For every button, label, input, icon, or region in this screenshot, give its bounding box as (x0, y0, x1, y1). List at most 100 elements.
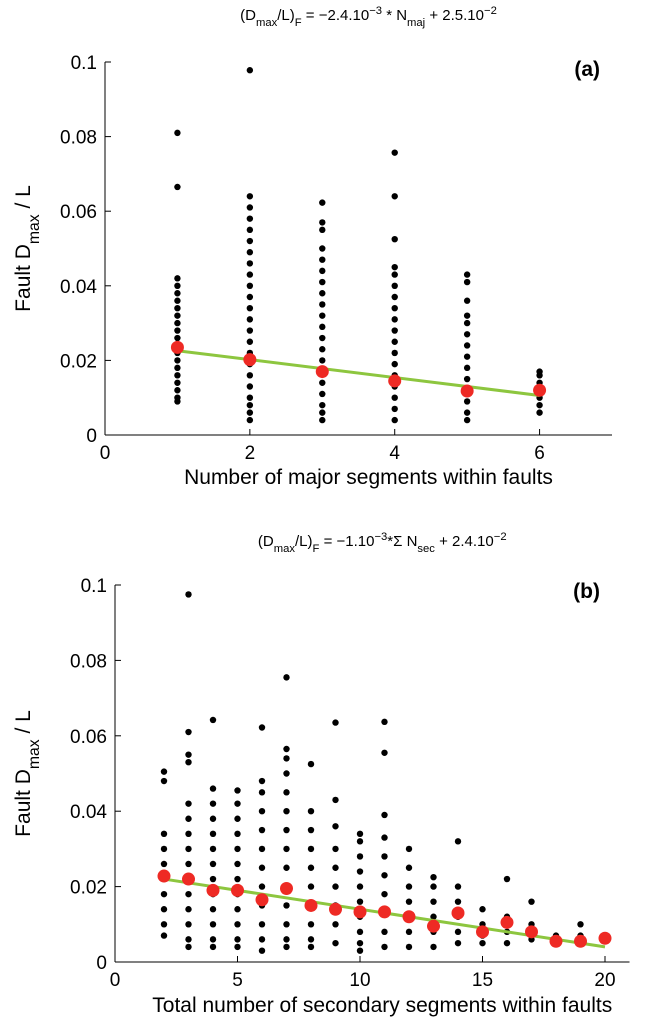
data-point (463, 409, 471, 416)
data-point (246, 260, 254, 267)
x-tick-label: 20 (594, 970, 615, 991)
data-point (381, 718, 388, 726)
data-point (391, 405, 398, 413)
data-point (319, 199, 326, 206)
data-point (209, 815, 217, 822)
data-point (209, 943, 217, 951)
data-point (405, 928, 413, 936)
data-point (258, 845, 266, 853)
y-axis-label-part: max (26, 214, 43, 244)
data-point (185, 728, 192, 736)
mean-point (574, 934, 587, 948)
y-axis-label-part: Fault D (12, 769, 35, 837)
data-point (479, 906, 486, 913)
data-point (319, 346, 326, 353)
data-point (356, 853, 364, 860)
data-point (283, 789, 290, 796)
data-point (185, 943, 192, 951)
data-point (391, 394, 398, 401)
data-point (246, 293, 254, 301)
data-point (234, 943, 241, 951)
data-point (160, 890, 168, 898)
data-point (463, 416, 471, 424)
x-tick-label: 15 (472, 970, 493, 991)
data-point (319, 323, 326, 331)
data-point (307, 826, 315, 834)
chart-title-part: (D (258, 533, 274, 550)
data-point (174, 275, 181, 282)
data-point (405, 943, 413, 951)
data-point (246, 282, 254, 289)
data-point (405, 864, 413, 871)
data-point (185, 751, 192, 758)
x-tick-label: 0 (100, 443, 111, 464)
data-point (332, 883, 339, 890)
data-point (391, 293, 398, 301)
data-point (246, 401, 254, 409)
data-point (454, 928, 462, 936)
data-point (160, 921, 168, 928)
data-point (319, 401, 326, 409)
data-point (174, 387, 181, 394)
chart-title-part: −2 (494, 531, 507, 543)
y-tick-label: 0.08 (60, 128, 97, 149)
mean-point (525, 925, 538, 939)
data-point (246, 372, 254, 379)
panel: 00.020.040.060.080.10 5 10 15 20(Dmax/L)F = … (12, 531, 630, 1017)
y-axis-label: Fault Dmax / L (12, 185, 43, 312)
data-point (463, 331, 471, 338)
data-point (283, 845, 290, 853)
data-point (246, 327, 254, 334)
data-point (307, 936, 315, 943)
data-point (463, 398, 471, 405)
data-point (536, 409, 543, 416)
mean-point (598, 931, 612, 945)
data-point (463, 297, 471, 304)
data-point (185, 860, 192, 868)
data-point (391, 149, 398, 156)
data-point (234, 875, 241, 883)
data-point (463, 364, 471, 372)
mean-point (353, 905, 367, 919)
data-point (391, 263, 398, 271)
data-point (356, 838, 364, 845)
x-axis-label: Total number of secondary segments withi… (152, 994, 612, 1017)
data-point (381, 943, 388, 951)
data-point (185, 830, 192, 838)
chart-title-part: sec (417, 543, 435, 555)
data-point (174, 129, 181, 137)
data-point (391, 235, 398, 243)
data-point (307, 808, 315, 815)
data-point (246, 416, 254, 424)
data-point (536, 401, 543, 409)
chart-title: (Dmax/L)F = −1.10−3*Σ Nsec + 2.4.10−2 (258, 531, 507, 555)
data-point (209, 860, 217, 868)
data-point (356, 883, 364, 890)
data-point (160, 906, 168, 913)
data-point (391, 327, 398, 334)
mean-point (182, 872, 195, 886)
data-point (185, 921, 192, 928)
data-point (463, 312, 471, 319)
data-point (258, 777, 266, 785)
data-point (332, 796, 339, 804)
chart-title-part: maj (407, 17, 425, 29)
y-axis-label-part: / L (12, 710, 35, 739)
data-point (174, 304, 181, 312)
data-point (174, 183, 181, 191)
data-point (536, 372, 543, 379)
data-point (283, 943, 290, 951)
data-point (246, 304, 254, 312)
y-tick-label: 0.08 (70, 651, 107, 672)
data-point (332, 921, 339, 928)
data-point (319, 290, 326, 297)
data-point (283, 936, 290, 943)
mean-point (231, 883, 244, 897)
chart-title-part: F (295, 17, 302, 29)
x-axis-label: Number of major segments within faults (184, 466, 553, 489)
data-point (381, 834, 388, 841)
y-tick-label: 0.04 (70, 802, 107, 823)
data-point (479, 939, 486, 947)
data-point (454, 883, 462, 890)
data-point (209, 875, 217, 883)
